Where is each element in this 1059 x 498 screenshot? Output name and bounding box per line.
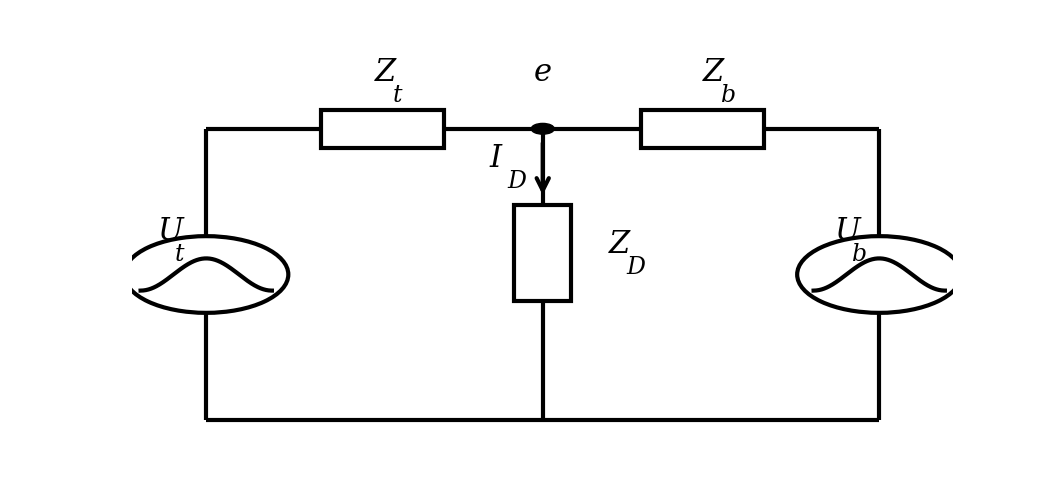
Text: D: D: [507, 170, 526, 193]
Text: e: e: [534, 57, 552, 88]
Bar: [321, 110, 445, 148]
Bar: [642, 110, 765, 148]
Circle shape: [532, 124, 554, 134]
Text: t: t: [175, 243, 184, 266]
Text: U: U: [157, 216, 183, 247]
Text: Z: Z: [703, 57, 724, 88]
Text: b: b: [852, 243, 867, 266]
Text: I: I: [489, 143, 501, 174]
Circle shape: [797, 236, 962, 313]
Text: Z: Z: [375, 57, 396, 88]
Text: U: U: [834, 216, 860, 247]
Text: b: b: [721, 84, 736, 107]
Circle shape: [124, 236, 288, 313]
Text: Z: Z: [608, 230, 630, 260]
Text: D: D: [627, 256, 645, 279]
Bar: [514, 206, 572, 301]
Text: t: t: [393, 84, 402, 107]
